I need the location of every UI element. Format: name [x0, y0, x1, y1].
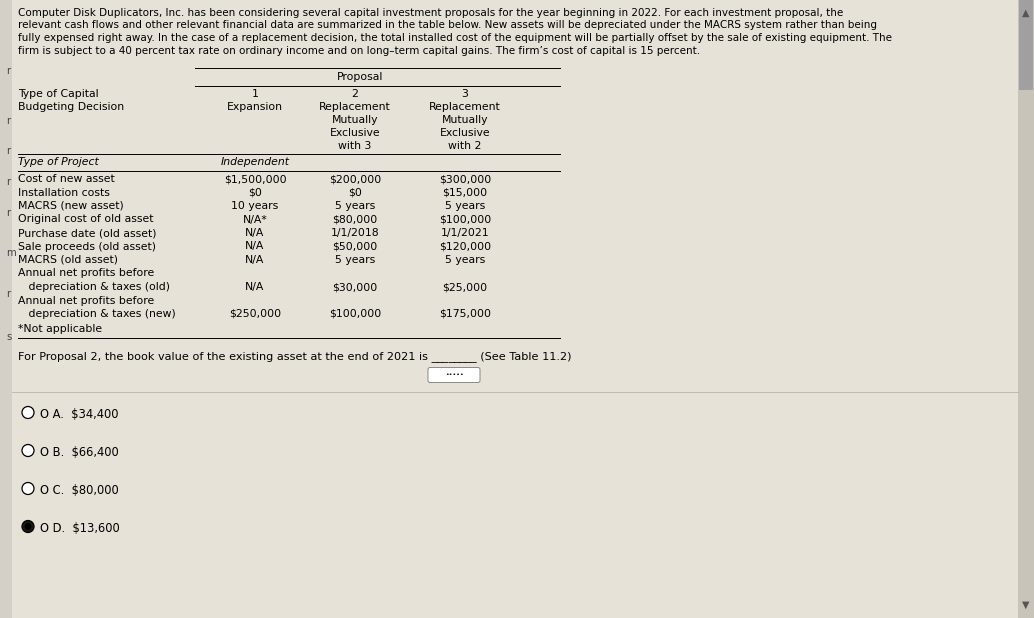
Text: fully expensed right away. In the case of a replacement decision, the total inst: fully expensed right away. In the case o…: [18, 33, 892, 43]
Text: $0: $0: [248, 187, 262, 198]
Text: Replacement: Replacement: [320, 102, 391, 112]
Text: N/A: N/A: [245, 255, 265, 265]
Text: Purchase date (old asset): Purchase date (old asset): [18, 228, 156, 238]
Text: $100,000: $100,000: [438, 214, 491, 224]
Text: Annual net profits before: Annual net profits before: [18, 268, 154, 279]
Circle shape: [22, 520, 34, 533]
Text: O D.  $13,600: O D. $13,600: [40, 522, 120, 535]
Text: $15,000: $15,000: [443, 187, 488, 198]
Text: r: r: [6, 177, 10, 187]
Text: MACRS (old asset): MACRS (old asset): [18, 255, 118, 265]
Text: O B.  $66,400: O B. $66,400: [40, 446, 119, 459]
Text: Exclusive: Exclusive: [439, 128, 490, 138]
Text: 5 years: 5 years: [335, 255, 375, 265]
Bar: [1018, 0, 1034, 618]
Text: Replacement: Replacement: [429, 102, 500, 112]
Bar: [1018, 0, 1033, 90]
Text: r: r: [6, 66, 10, 76]
FancyBboxPatch shape: [428, 368, 480, 383]
Text: Independent: Independent: [220, 157, 290, 167]
Text: $50,000: $50,000: [332, 242, 377, 252]
Text: MACRS (new asset): MACRS (new asset): [18, 201, 124, 211]
Text: $300,000: $300,000: [438, 174, 491, 184]
Text: Expansion: Expansion: [227, 102, 283, 112]
Text: 1/1/2018: 1/1/2018: [331, 228, 379, 238]
Text: 3: 3: [461, 89, 468, 99]
Circle shape: [22, 483, 34, 494]
Text: m: m: [6, 248, 16, 258]
Text: *Not applicable: *Not applicable: [18, 324, 102, 334]
Text: with 2: with 2: [449, 141, 482, 151]
Text: O A.  $34,400: O A. $34,400: [40, 407, 119, 420]
Text: Computer Disk Duplicators, Inc. has been considering several capital investment : Computer Disk Duplicators, Inc. has been…: [18, 8, 844, 18]
Text: 1/1/2021: 1/1/2021: [440, 228, 489, 238]
Text: $120,000: $120,000: [439, 242, 491, 252]
Text: 2: 2: [352, 89, 359, 99]
Text: •••••: •••••: [445, 372, 463, 377]
Text: r: r: [6, 208, 10, 218]
Text: Cost of new asset: Cost of new asset: [18, 174, 115, 184]
Circle shape: [22, 407, 34, 418]
Text: 1: 1: [251, 89, 258, 99]
Text: Installation costs: Installation costs: [18, 187, 110, 198]
Text: r: r: [6, 289, 10, 298]
Text: $200,000: $200,000: [329, 174, 382, 184]
Text: Mutually: Mutually: [332, 115, 378, 125]
Text: $0: $0: [348, 187, 362, 198]
Text: 5 years: 5 years: [335, 201, 375, 211]
Text: Proposal: Proposal: [337, 72, 384, 82]
Text: Exclusive: Exclusive: [330, 128, 381, 138]
Text: $175,000: $175,000: [439, 309, 491, 319]
Text: 5 years: 5 years: [445, 201, 485, 211]
Text: Type of Project: Type of Project: [18, 157, 99, 167]
Text: depreciation & taxes (old): depreciation & taxes (old): [18, 282, 170, 292]
Text: Sale proceeds (old asset): Sale proceeds (old asset): [18, 242, 156, 252]
Text: Annual net profits before: Annual net profits before: [18, 295, 154, 305]
Text: N/A: N/A: [245, 228, 265, 238]
Text: firm is subject to a 40 percent tax rate on ordinary income and on long–term cap: firm is subject to a 40 percent tax rate…: [18, 46, 700, 56]
Text: 10 years: 10 years: [232, 201, 278, 211]
Text: $30,000: $30,000: [332, 282, 377, 292]
Text: Mutually: Mutually: [442, 115, 488, 125]
Text: Type of Capital: Type of Capital: [18, 89, 98, 99]
Text: with 3: with 3: [338, 141, 371, 151]
Text: $250,000: $250,000: [229, 309, 281, 319]
Text: Original cost of old asset: Original cost of old asset: [18, 214, 153, 224]
Text: For Proposal 2, the book value of the existing asset at the end of 2021 is _____: For Proposal 2, the book value of the ex…: [18, 352, 572, 362]
Text: $25,000: $25,000: [443, 282, 488, 292]
Text: s: s: [6, 332, 11, 342]
Text: 5 years: 5 years: [445, 255, 485, 265]
Text: r: r: [6, 116, 10, 125]
Text: $80,000: $80,000: [332, 214, 377, 224]
Text: Budgeting Decision: Budgeting Decision: [18, 102, 124, 112]
Circle shape: [22, 444, 34, 457]
Text: N/A: N/A: [245, 282, 265, 292]
Text: relevant cash flows and other relevant financial data are summarized in the tabl: relevant cash flows and other relevant f…: [18, 20, 877, 30]
Text: $100,000: $100,000: [329, 309, 382, 319]
Text: depreciation & taxes (new): depreciation & taxes (new): [18, 309, 176, 319]
Text: $1,500,000: $1,500,000: [223, 174, 286, 184]
Circle shape: [25, 523, 31, 530]
Text: r: r: [6, 146, 10, 156]
Text: ▲: ▲: [1023, 8, 1030, 18]
Text: N/A: N/A: [245, 242, 265, 252]
Text: O C.  $80,000: O C. $80,000: [40, 483, 119, 496]
Text: N/A*: N/A*: [243, 214, 268, 224]
Text: ▼: ▼: [1023, 600, 1030, 610]
